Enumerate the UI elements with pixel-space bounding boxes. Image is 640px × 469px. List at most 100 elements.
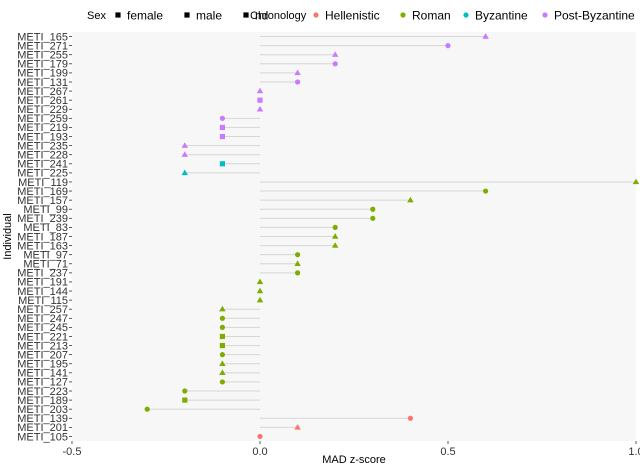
point-meti-99 (370, 206, 376, 212)
point-meti-257 (219, 305, 226, 312)
point-meti-97 (295, 252, 301, 258)
legend-chronology-title: Chronology (250, 10, 307, 22)
y-tick-label-meti-115: METI_115 (18, 295, 68, 307)
y-tick-label-meti-165: METI_165 (17, 31, 68, 43)
y-tick-label-meti-163: METI_163 (17, 240, 68, 252)
point-meti-157 (407, 196, 414, 203)
y-tick-label-meti-99: METI_99 (23, 204, 68, 216)
legend-sex-swatch-nd (243, 12, 249, 18)
y-tick-label-meti-127: METI_127 (17, 377, 68, 389)
y-tick-label-meti-189: METI_189 (17, 395, 68, 407)
x-tick-label-1: 0.0 (252, 446, 267, 458)
y-tick-label-meti-257: METI_257 (17, 304, 68, 316)
point-meti-239 (370, 215, 376, 221)
y-tick-label-meti-179: METI_179 (17, 59, 68, 71)
y-tick-label-meti-229: METI_229 (17, 104, 68, 116)
y-tick-label-meti-245: METI_245 (17, 322, 68, 334)
point-meti-163 (331, 242, 339, 248)
point-meti-139 (407, 415, 413, 421)
legend-sex-label-nd: nd (255, 9, 268, 23)
legend-sex-swatch-female (115, 12, 121, 18)
point-meti-247 (219, 315, 225, 321)
y-tick-label-meti-239: METI_239 (17, 213, 68, 225)
point-meti-213 (219, 342, 225, 349)
point-meti-255 (331, 51, 339, 57)
y-tick-label-meti-203: METI_203 (17, 404, 68, 416)
legend-sex-title: Sex (87, 10, 106, 22)
legend-chronology-label-hellenistic: Hellenistic (325, 9, 380, 23)
y-tick-label-meti-247: METI_247 (17, 313, 68, 325)
y-axis-title: Individual (2, 213, 14, 259)
y-tick-label-meti-71: METI_71 (23, 259, 68, 271)
point-meti-144 (256, 287, 264, 294)
y-tick-label-meti-219: METI_219 (17, 122, 68, 134)
x-axis-ticks: -0.5 0.0 0.5 1.0 (63, 441, 640, 458)
point-meti-228 (181, 151, 189, 157)
point-meti-245 (219, 324, 225, 330)
y-tick-label-meti-237: METI_237 (17, 268, 68, 280)
legend-sex-swatch-male (184, 12, 190, 18)
stems (147, 36, 636, 428)
point-meti-105 (257, 433, 263, 440)
y-tick-label-meti-271: METI_271 (17, 40, 68, 52)
x-tick-label-2: 0.5 (440, 446, 455, 458)
plot-panel (72, 32, 636, 441)
y-tick-label-meti-105: METI_105 (17, 431, 68, 443)
point-meti-267 (256, 87, 264, 94)
point-meti-187 (331, 233, 339, 239)
point-meti-71 (294, 260, 301, 266)
legend-chronology-swatch-hellenistic (313, 12, 319, 18)
y-tick-label-meti-131: METI_131 (17, 77, 68, 89)
point-meti-119 (632, 178, 640, 185)
y-tick-label-meti-201: METI_201 (17, 422, 68, 434)
y-tick-label-meti-259: METI_259 (17, 113, 68, 125)
y-tick-label-meti-267: METI_267 (17, 86, 68, 98)
point-meti-271 (445, 43, 451, 49)
y-tick-label-meti-119: METI_119 (18, 177, 68, 189)
point-meti-235 (181, 142, 189, 148)
point-meti-207 (219, 352, 225, 358)
point-meti-131 (295, 79, 301, 85)
point-meti-141 (219, 369, 226, 376)
x-tick-label-0: -0.5 (63, 446, 82, 458)
y-tick-label-meti-235: METI_235 (17, 140, 68, 152)
point-meti-225 (181, 169, 189, 176)
y-tick-label-meti-261: METI_261 (17, 95, 68, 107)
legend-chronology-swatch-post-byzantine (542, 12, 548, 18)
y-tick-label-meti-225: METI_225 (17, 168, 68, 180)
y-tick-label-meti-191: METI_191 (17, 277, 68, 289)
point-meti-189 (182, 397, 188, 403)
y-tick-label-meti-141: METI_141 (17, 368, 68, 380)
point-meti-219 (219, 124, 225, 131)
legend-chronology-swatch-byzantine (463, 12, 469, 18)
legend-chronology-label-roman: Roman (412, 9, 451, 23)
point-meti-165 (482, 33, 489, 39)
point-meti-203 (144, 406, 150, 412)
y-tick-label-meti-228: METI_228 (17, 150, 68, 162)
y-tick-label-meti-241: METI_241 (17, 159, 68, 171)
y-tick-label-meti-169: METI_169 (17, 186, 68, 198)
point-meti-191 (256, 278, 264, 285)
legend-chronology-swatch-roman (400, 12, 406, 18)
x-axis-title: MAD z-score (322, 454, 386, 466)
y-tick-label-meti-255: METI_255 (17, 50, 68, 62)
point-meti-127 (219, 379, 225, 385)
x-tick-label-3: 1.0 (628, 446, 640, 458)
y-tick-label-meti-157: METI_157 (17, 195, 68, 207)
y-tick-label-meti-193: METI_193 (17, 131, 68, 143)
point-meti-83 (332, 224, 338, 231)
point-meti-223 (182, 388, 188, 394)
point-meti-193 (219, 133, 225, 140)
point-meti-169 (483, 188, 489, 194)
y-tick-label-meti-199: METI_199 (17, 68, 68, 80)
point-meti-195 (219, 360, 226, 366)
legend-sex-label-male: male (196, 9, 222, 23)
data-points (144, 33, 640, 440)
y-tick-label-meti-207: METI_207 (17, 349, 68, 361)
point-meti-237 (295, 270, 301, 276)
legend-sex-label-female: female (127, 9, 163, 23)
point-meti-179 (332, 61, 338, 67)
